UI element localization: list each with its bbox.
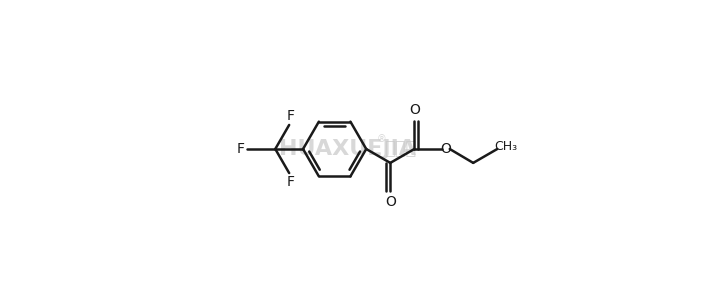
Text: F: F: [237, 142, 245, 156]
Text: CH₃: CH₃: [494, 139, 517, 153]
Text: F: F: [287, 108, 295, 122]
Text: F: F: [287, 176, 295, 190]
Text: O: O: [441, 142, 452, 156]
Text: ®: ®: [377, 134, 386, 144]
Text: O: O: [409, 103, 420, 117]
Text: O: O: [385, 195, 395, 209]
Text: HUAXUEJIA: HUAXUEJIA: [279, 139, 416, 159]
Text: 化学加: 化学加: [385, 140, 416, 158]
